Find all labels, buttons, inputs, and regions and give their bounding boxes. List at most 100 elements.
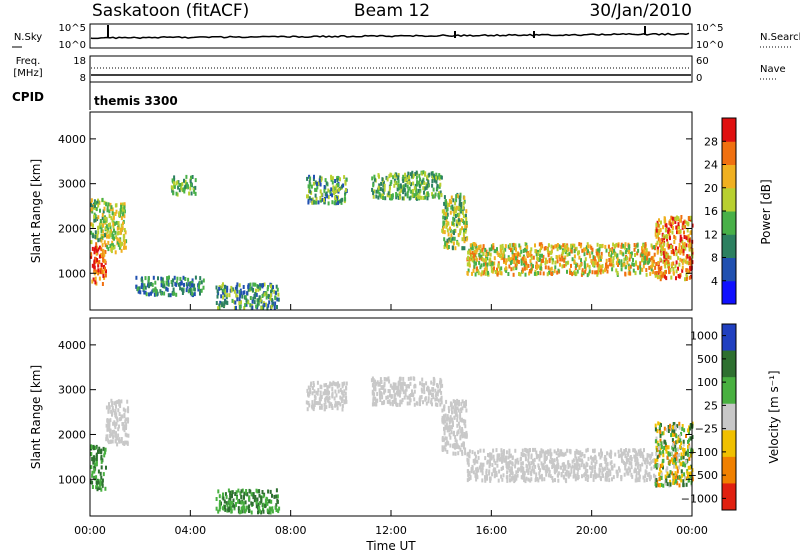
range-cell-0-9-221: [600, 255, 603, 259]
range-cell-1-4-69: [401, 383, 404, 388]
range-cell-1-2-132: [276, 494, 279, 499]
range-cell-1-6-434: [527, 471, 530, 475]
range-cell-1-2-104: [243, 495, 245, 500]
y-tick-label-1-3: 4000: [58, 339, 86, 352]
range-cell-1-6-371: [600, 448, 602, 453]
range-cell-0-9-72: [597, 270, 600, 275]
range-cell-1-2-108: [232, 498, 235, 503]
range-cell-0-8-4: [446, 212, 449, 217]
range-cell-0-6-125: [330, 174, 333, 179]
range-cell-1-5-140: [451, 421, 454, 426]
range-cell-1-7-150: [660, 472, 663, 477]
range-cell-0-1-61: [99, 219, 102, 223]
range-cell-1-6-495: [623, 461, 626, 465]
range-cell-0-7-159: [381, 188, 384, 193]
range-cell-0-9-77: [651, 258, 654, 263]
range-cell-0-3-44: [187, 184, 190, 189]
range-cell-0-9-319: [607, 244, 610, 249]
range-cell-1-6-445: [552, 460, 555, 465]
range-cell-0-6-86: [329, 189, 332, 194]
range-cell-0-4-117: [151, 289, 154, 294]
range-cell-1-6-565: [604, 472, 607, 477]
range-cell-1-4-203: [423, 383, 426, 388]
range-cell-0-7-61: [404, 192, 407, 197]
range-cell-1-4-6: [421, 382, 424, 387]
range-cell-1-6-28: [498, 469, 501, 474]
range-cell-1-4-197: [434, 388, 437, 393]
range-cell-1-4-231: [393, 396, 396, 401]
colorbar-swatch-1-1: [722, 350, 736, 378]
range-cell-0-9-673: [596, 251, 599, 256]
range-cell-0-2-78: [113, 236, 115, 241]
range-cell-1-4-195: [379, 377, 382, 382]
range-cell-1-7-209: [654, 423, 657, 428]
range-cell-1-6-85: [617, 449, 620, 454]
range-cell-0-9-690: [556, 255, 559, 260]
range-cell-0-10-145: [668, 266, 670, 271]
range-cell-0-8-47: [453, 222, 455, 227]
range-cell-1-6-125: [576, 472, 579, 477]
range-cell-0-9-634: [473, 253, 476, 257]
range-cell-0-10-25: [669, 229, 672, 233]
range-cell-1-2-123: [268, 499, 271, 504]
range-cell-0-5-88: [231, 298, 234, 303]
range-cell-1-6-169: [595, 459, 598, 464]
range-cell-0-10-111: [666, 252, 669, 257]
range-cell-0-10-238: [674, 217, 677, 222]
range-cell-1-4-229: [428, 391, 430, 396]
range-cell-1-6-78: [612, 475, 615, 480]
range-cell-0-9-692: [569, 270, 572, 275]
range-cell-0-9-433: [488, 251, 490, 256]
range-cell-1-6-89: [637, 462, 640, 467]
range-cell-0-1-58: [90, 207, 93, 212]
range-cell-0-5-145: [226, 293, 229, 298]
range-cell-1-6-671: [514, 474, 517, 479]
y-tick-label-0-2: 3000: [58, 178, 86, 191]
range-cell-0-5-172: [263, 292, 266, 297]
range-cell-0-9-643: [570, 249, 573, 254]
range-cell-0-9-532: [584, 269, 587, 274]
range-cell-1-6-218: [592, 477, 595, 482]
range-cell-0-9-636: [614, 252, 617, 257]
range-cell-1-6-213: [606, 470, 609, 475]
range-cell-1-7-191: [681, 426, 684, 431]
range-cell-1-6-485: [547, 467, 550, 472]
range-cell-1-5-21: [449, 443, 452, 448]
range-cell-0-10-45: [685, 243, 688, 248]
range-cell-1-7-277: [666, 471, 669, 476]
range-cell-1-6-167: [491, 463, 494, 467]
range-cell-0-6-103: [309, 189, 312, 194]
range-cell-0-10-241: [686, 260, 689, 265]
range-cell-0-10-221: [668, 262, 671, 267]
range-cell-0-1-77: [95, 207, 98, 212]
range-cell-1-7-257: [675, 479, 677, 484]
range-cell-1-6-648: [538, 475, 541, 480]
range-cell-1-6-290: [525, 476, 528, 481]
range-cell-1-6-557: [531, 458, 534, 463]
range-cell-1-3-55: [319, 394, 322, 398]
range-cell-0-0-39: [102, 273, 105, 278]
range-cell-0-6-104: [315, 196, 318, 201]
range-cell-1-6-143: [645, 464, 648, 469]
range-cell-1-2-155: [271, 493, 273, 498]
range-cell-0-9-682: [629, 253, 632, 258]
range-cell-0-9-493: [586, 263, 589, 268]
range-cell-0-5-120: [224, 290, 227, 295]
range-cell-1-2-174: [261, 490, 264, 494]
range-cell-0-4-97: [185, 288, 188, 293]
range-cell-1-2-11: [258, 501, 261, 506]
range-cell-0-9-632: [484, 271, 487, 276]
range-cell-0-7-119: [402, 174, 405, 179]
range-cell-0-6-130: [333, 201, 336, 206]
range-cell-0-3-22: [188, 191, 191, 196]
range-cell-0-8-54: [465, 209, 468, 214]
range-cell-1-6-203: [618, 468, 621, 473]
range-cell-0-5-49: [259, 286, 262, 291]
range-cell-0-9-424: [485, 265, 488, 270]
range-cell-1-2-24: [239, 491, 242, 496]
range-cell-0-8-5: [450, 195, 453, 200]
range-cell-1-2-103: [248, 504, 251, 509]
range-cell-0-1-80: [100, 238, 103, 243]
range-cell-0-4-93: [145, 292, 148, 297]
